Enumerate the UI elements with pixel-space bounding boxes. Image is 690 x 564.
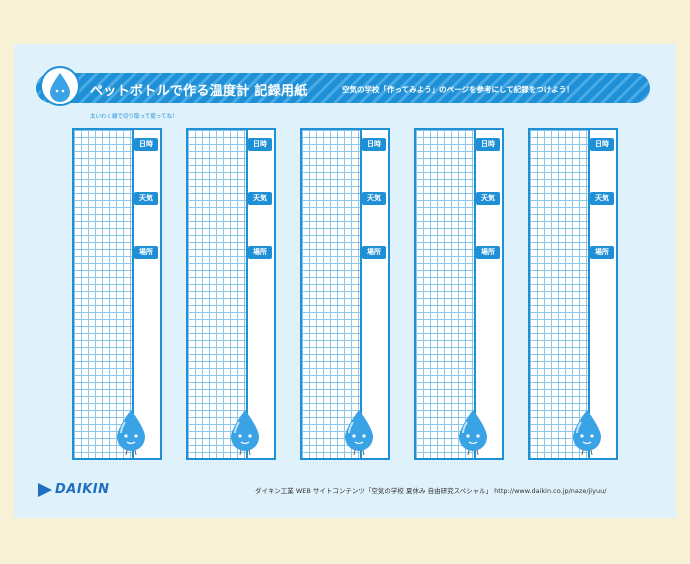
scale-tag: 場所 [590,246,614,259]
scale-tag: 天気 [476,192,500,205]
grid-area [416,130,474,458]
scale-divider [246,130,248,458]
scale-tag: 天気 [590,192,614,205]
scale-strip: 日時 天気 場所 [414,128,504,460]
scale-tag: 場所 [248,246,272,259]
title-banner [36,73,650,103]
water-drop-logo-icon [40,66,80,106]
scale-strip: 日時 天気 場所 [528,128,618,460]
scale-divider [360,130,362,458]
footer-credit: ダイキン工業 WEB サイトコンテンツ「空気の学校 夏休み 自由研究スペシャル」… [255,487,607,495]
page-title: ペットボトルで作る温度計 記録用紙 [90,84,308,99]
scale-tag: 日時 [590,138,614,151]
scale-strip: 日時 天気 場所 [300,128,390,460]
scale-tag: 日時 [362,138,386,151]
grid-area [74,130,132,458]
page-subtitle: 空気の学校「作ってみよう」のページを参考にして記録をつけよう！ [342,85,574,94]
water-drop-mascot-icon [117,410,145,456]
scale-tag: 日時 [476,138,500,151]
grid-area [302,130,360,458]
grid-area [188,130,246,458]
scale-tag: 場所 [476,246,500,259]
flying-drop-mascot-icon [231,410,259,456]
scale-tag: 日時 [248,138,272,151]
smiling-drop-mascot-icon [573,410,601,456]
brand-logo: DAIKIN [38,482,109,497]
scale-divider [132,130,134,458]
surprised-drop-mascot-icon [459,410,487,456]
scale-tag: 場所 [134,246,158,259]
scale-strip: 日時 天気 場所 [186,128,276,460]
scale-tag: 日時 [134,138,158,151]
grid-area [530,130,588,458]
cut-instruction: 太いわく線で切り取って使ってね！ [90,114,178,120]
brand-name: DAIKIN [55,482,110,497]
scale-tag: 天気 [248,192,272,205]
scale-strip: 日時 天気 場所 [72,128,162,460]
scale-divider [588,130,590,458]
scale-tag: 天気 [362,192,386,205]
scale-tag: 場所 [362,246,386,259]
scale-tag: 天気 [134,192,158,205]
thinking-drop-mascot-icon [345,410,373,456]
scale-divider [474,130,476,458]
brand-mark-icon [38,482,52,497]
